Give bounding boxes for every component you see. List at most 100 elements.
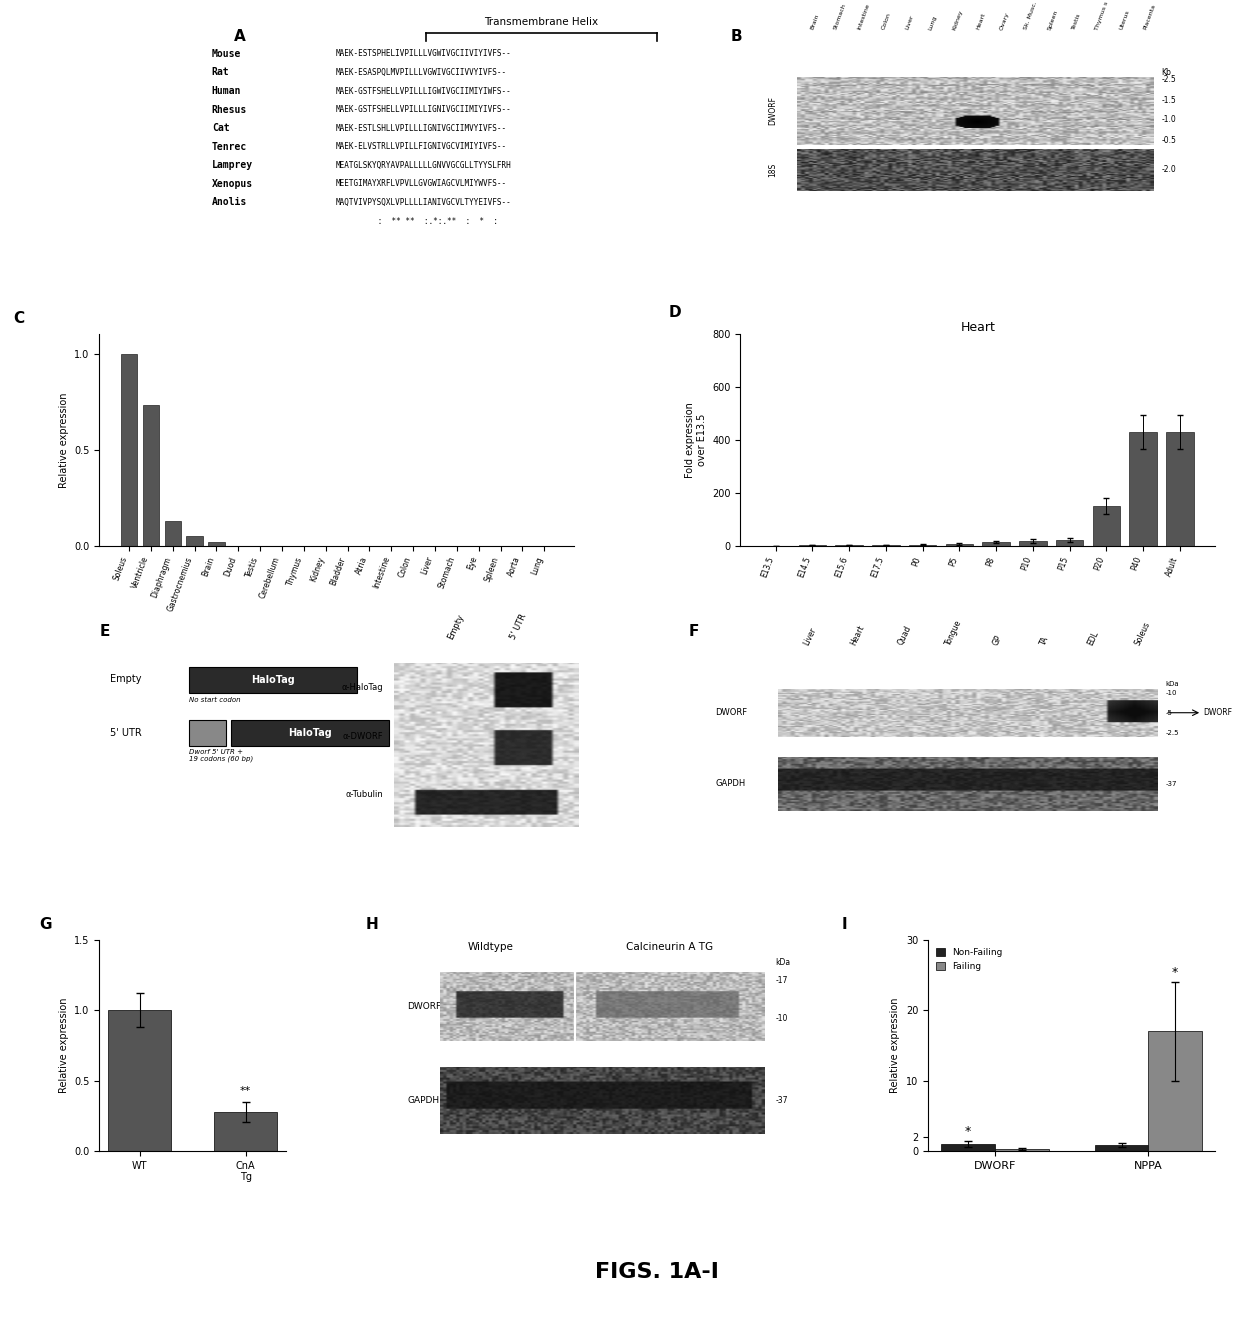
Bar: [165, 521, 181, 546]
Text: -17: -17: [775, 976, 787, 985]
Text: -1.0: -1.0: [1162, 115, 1177, 124]
Text: C: C: [14, 311, 25, 327]
Text: MAEK-ELVSTRLLVPILLFIGNIVGCVIMIYIVFS--: MAEK-ELVSTRLLVPILLFIGNIVGCVIMIYIVFS--: [336, 143, 507, 151]
Bar: [120, 354, 138, 546]
Text: *: *: [1172, 965, 1178, 978]
Text: Liver: Liver: [802, 625, 818, 646]
Bar: [1148, 1031, 1202, 1151]
Text: -1.5: -1.5: [1162, 95, 1177, 104]
Text: B: B: [730, 29, 743, 44]
Bar: [213, 1112, 278, 1151]
Bar: [982, 542, 1009, 546]
Text: Lung: Lung: [928, 15, 937, 30]
Bar: [208, 542, 224, 546]
Bar: [143, 406, 159, 546]
Text: G: G: [40, 916, 52, 932]
Y-axis label: Relative expression: Relative expression: [58, 998, 68, 1093]
Text: MAEK-GSTFSHELLVPILLLIGNIVGCIIMIYIVFS--: MAEK-GSTFSHELLVPILLLIGNIVGCIIMIYIVFS--: [336, 106, 512, 114]
Bar: [1055, 541, 1084, 546]
Text: Spleen: Spleen: [1047, 9, 1059, 30]
Text: MAQTVIVPYSQXLVPLLLLIANIVGCVLTYYEIVFS--: MAQTVIVPYSQXLVPLLLLIANIVGCVLTYYEIVFS--: [336, 198, 512, 208]
Text: TA: TA: [1039, 635, 1052, 646]
Text: α-HaloTag: α-HaloTag: [342, 682, 383, 691]
Text: HaloTag: HaloTag: [250, 674, 295, 685]
Text: DWORF: DWORF: [1204, 709, 1233, 718]
Bar: [1092, 506, 1120, 546]
Bar: [994, 1149, 1049, 1151]
Bar: [1095, 1145, 1148, 1151]
Text: Liver: Liver: [904, 15, 914, 30]
Text: FIGS. 1A-I: FIGS. 1A-I: [595, 1261, 719, 1282]
Legend: Non-Failing, Failing: Non-Failing, Failing: [932, 944, 1007, 974]
Text: Colon: Colon: [880, 12, 892, 30]
Text: EDL: EDL: [1086, 629, 1101, 646]
Text: Rhesus: Rhesus: [212, 104, 247, 115]
Title: Heart: Heart: [960, 321, 996, 334]
Text: E: E: [99, 624, 109, 639]
Text: DWORF: DWORF: [768, 97, 776, 126]
Text: Empty: Empty: [445, 612, 465, 641]
Text: Lamprey: Lamprey: [212, 160, 253, 171]
Text: 5' UTR: 5' UTR: [109, 728, 141, 738]
Text: Empty: Empty: [109, 674, 141, 683]
Text: -2.0: -2.0: [1162, 165, 1177, 175]
Text: MAEK-GSTFSHELLVPILLLIGWIVGCIIMIYIWFS--: MAEK-GSTFSHELLVPILLLIGWIVGCIIMIYIWFS--: [336, 86, 512, 95]
Text: kDa: kDa: [775, 958, 791, 968]
Text: -0.5: -0.5: [1162, 136, 1177, 145]
Text: DWORF: DWORF: [715, 709, 748, 718]
Text: Tenrec: Tenrec: [212, 141, 247, 152]
Y-axis label: Fold expression
over E13.5: Fold expression over E13.5: [684, 402, 707, 479]
Text: Dworf 5' UTR +
19 codons (60 bp): Dworf 5' UTR + 19 codons (60 bp): [188, 748, 253, 763]
Text: Transmembrane Helix: Transmembrane Helix: [485, 17, 599, 28]
Y-axis label: Relative expression: Relative expression: [58, 393, 68, 488]
Text: -5: -5: [1166, 710, 1172, 715]
Bar: [941, 1144, 994, 1151]
Text: Kb: Kb: [1162, 69, 1172, 78]
Text: -37: -37: [1166, 781, 1177, 787]
Text: α-Tubulin: α-Tubulin: [346, 789, 383, 798]
Text: Quad: Quad: [897, 624, 914, 646]
FancyBboxPatch shape: [188, 666, 357, 693]
Text: Xenopus: Xenopus: [212, 178, 253, 189]
Bar: [108, 1010, 171, 1151]
Text: kDa: kDa: [1166, 681, 1179, 686]
Text: *: *: [965, 1125, 971, 1138]
Text: A: A: [234, 29, 246, 44]
Text: Brain: Brain: [810, 13, 820, 30]
Text: MEETGIMAYXRFLVPVLLGVGWIAGCVLMIYWVFS--: MEETGIMAYXRFLVPVLLGVGWIAGCVLMIYWVFS--: [336, 180, 507, 189]
Text: -2.5: -2.5: [1166, 730, 1179, 736]
Text: MAEK-ESASPQLMVPILLLVGWIVGCIIVVYIVFS--: MAEK-ESASPQLMVPILLLVGWIVGCIIVVYIVFS--: [336, 67, 507, 77]
Text: No start codon: No start codon: [188, 697, 241, 703]
Text: HaloTag: HaloTag: [288, 728, 331, 738]
Text: Tongue: Tongue: [944, 619, 963, 646]
Bar: [1019, 541, 1047, 546]
Text: Intestine: Intestine: [857, 3, 870, 30]
FancyBboxPatch shape: [231, 719, 388, 746]
Text: **: **: [241, 1087, 252, 1096]
Text: -37: -37: [775, 1096, 789, 1105]
Text: D: D: [670, 304, 682, 320]
FancyBboxPatch shape: [188, 719, 226, 746]
Text: Testis: Testis: [1071, 12, 1081, 30]
Text: H: H: [366, 916, 378, 932]
Text: Wildtype: Wildtype: [467, 943, 513, 952]
Text: Calcineurin A TG: Calcineurin A TG: [626, 943, 713, 952]
Text: Uterus: Uterus: [1118, 9, 1130, 30]
Text: Thymus s: Thymus s: [1095, 0, 1110, 30]
Text: GAPDH: GAPDH: [407, 1096, 439, 1105]
Text: Heart: Heart: [976, 12, 986, 30]
Text: Placenta: Placenta: [1142, 4, 1156, 30]
Text: GP: GP: [992, 633, 1004, 646]
Text: Sk. Musc.: Sk. Musc.: [1023, 1, 1038, 30]
Text: Stomach: Stomach: [833, 3, 847, 30]
Text: :  ** **  :.*:.**  :  *  :: : ** ** :.*:.** : * :: [336, 217, 497, 226]
Text: 18S: 18S: [768, 163, 776, 177]
Text: Kidney: Kidney: [952, 9, 963, 30]
Bar: [946, 543, 973, 546]
Text: MAEK-ESTLSHLLVPILLLIGNIVGCIIMVYIVFS--: MAEK-ESTLSHLLVPILLLIGNIVGCIIMVYIVFS--: [336, 124, 507, 132]
Text: -10: -10: [1166, 690, 1177, 695]
Bar: [1130, 432, 1157, 546]
Text: Cat: Cat: [212, 123, 229, 134]
Text: MAEK-ESTSPHELIVPILLLVGWIVGCIIVIYIVFS--: MAEK-ESTSPHELIVPILLLVGWIVGCIIVIYIVFS--: [336, 49, 512, 58]
Y-axis label: Relative expression: Relative expression: [890, 998, 900, 1093]
